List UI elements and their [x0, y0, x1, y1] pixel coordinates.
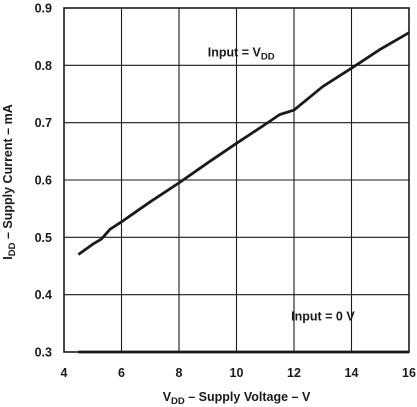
- y-tick-label: 0.8: [35, 59, 52, 73]
- x-axis-title-sub: DD: [171, 396, 185, 407]
- x-tick-label: 14: [345, 366, 359, 380]
- y-axis-title-rest: – Supply Current – mA: [1, 104, 15, 242]
- annotation-sub: DD: [261, 52, 275, 63]
- y-axis-title-sub: DD: [7, 242, 18, 256]
- x-tick-label: 12: [287, 366, 301, 380]
- annotation-input-0v: Input = 0 V: [291, 309, 355, 323]
- plot-frame: [63, 7, 410, 353]
- annotation-main: Input = 0 V: [291, 309, 355, 323]
- y-axis-title-main: I: [1, 256, 15, 259]
- y-tick-label: 0.3: [35, 346, 52, 360]
- series-lines: [77, 31, 410, 354]
- x-axis-title: VDD – Supply Voltage – V: [163, 390, 311, 407]
- y-tick-label: 0.4: [35, 288, 52, 302]
- x-tick-label: 8: [176, 366, 183, 380]
- y-tick-label: 0.7: [35, 116, 52, 130]
- x-tick-label: 10: [230, 366, 244, 380]
- y-tick-labels: 0.3 0.4 0.5 0.6 0.7 0.8 0.9: [35, 2, 52, 360]
- x-tick-label: 6: [118, 366, 125, 380]
- series-line-input-vdd: [77, 31, 410, 256]
- y-tick-label: 0.6: [35, 174, 52, 188]
- y-tick-label: 0.9: [35, 2, 52, 16]
- annotation-main: Input = V: [208, 46, 262, 60]
- x-axis-title-main: V: [163, 390, 172, 404]
- x-tick-labels: 4 6 8 10 12 14 16: [61, 366, 416, 380]
- y-axis-title: IDD – Supply Current – mA: [1, 104, 18, 259]
- y-tick-label: 0.5: [35, 231, 52, 245]
- annotation-input-vdd: Input = VDD: [208, 46, 275, 63]
- series-annotations: Input = VDD Input = 0 V: [208, 46, 356, 324]
- x-tick-label: 16: [402, 366, 416, 380]
- x-tick-label: 4: [61, 366, 68, 380]
- x-axis-title-rest: – Supply Voltage – V: [185, 390, 311, 404]
- grid: [64, 8, 409, 352]
